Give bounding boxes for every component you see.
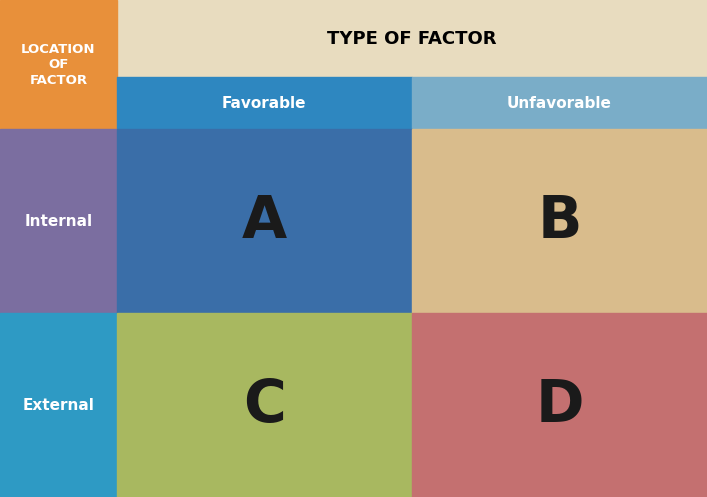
Text: Unfavorable: Unfavorable: [507, 95, 612, 111]
Bar: [411, 77, 707, 129]
Bar: [0, 313, 117, 497]
Bar: [117, 313, 411, 497]
Text: External: External: [23, 398, 94, 413]
Text: Internal: Internal: [24, 214, 93, 229]
Bar: [0, 0, 117, 129]
Bar: [0, 129, 117, 313]
Text: TYPE OF FACTOR: TYPE OF FACTOR: [327, 29, 496, 48]
Text: B: B: [537, 193, 582, 249]
Bar: [411, 313, 707, 497]
Text: A: A: [242, 193, 287, 249]
Bar: [117, 0, 707, 77]
Text: C: C: [243, 377, 286, 433]
Bar: [117, 77, 411, 129]
Text: Favorable: Favorable: [222, 95, 307, 111]
Text: LOCATION
OF
FACTOR: LOCATION OF FACTOR: [21, 43, 95, 86]
Bar: [411, 129, 707, 313]
Text: D: D: [535, 377, 584, 433]
Bar: [117, 129, 411, 313]
